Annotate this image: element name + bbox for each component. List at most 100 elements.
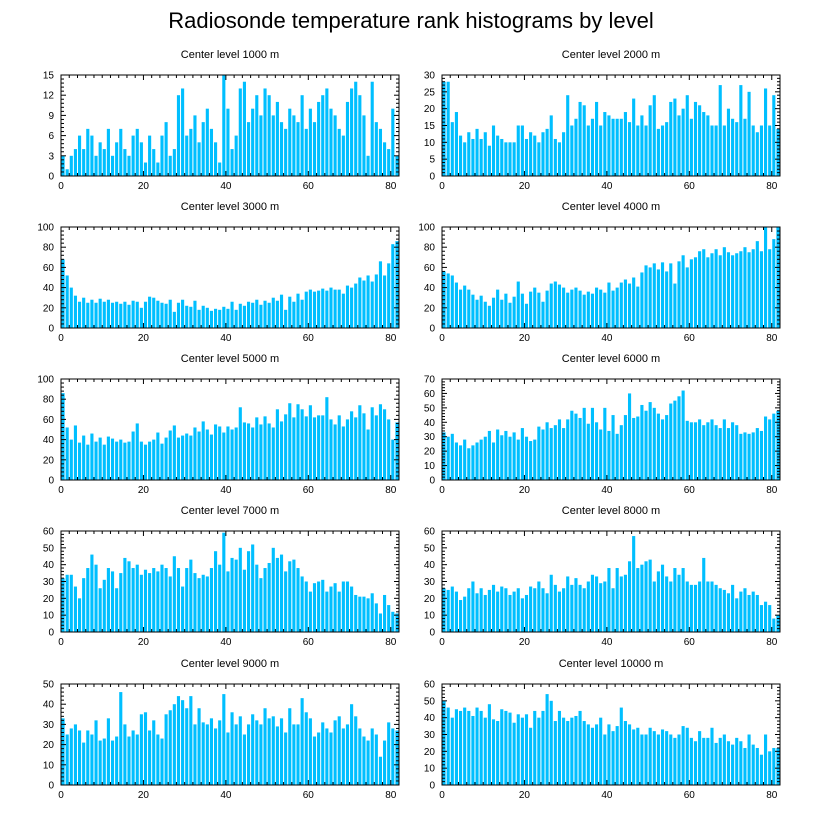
histogram-bar: [234, 427, 238, 480]
histogram-bar: [632, 536, 636, 632]
panel-title: Center level 4000 m: [562, 201, 660, 213]
histogram-bar: [374, 122, 378, 176]
histogram-bar: [164, 714, 168, 785]
histogram-bar: [383, 275, 387, 328]
histogram-bar: [755, 132, 759, 176]
y-tick-label: 20: [424, 594, 436, 605]
histogram-bar: [648, 402, 652, 480]
histogram-bar: [483, 717, 487, 785]
histogram-bar: [475, 707, 479, 785]
histogram-bar: [487, 430, 491, 480]
histogram-bar: [566, 721, 570, 785]
histogram-bar: [512, 722, 516, 785]
histogram-bar: [350, 704, 354, 785]
histogram-bar: [681, 568, 685, 632]
histogram-bar: [545, 128, 549, 176]
histogram-bar: [764, 227, 768, 328]
histogram-bar: [776, 227, 780, 328]
histogram-bar: [345, 285, 350, 328]
histogram-bar: [689, 422, 693, 480]
histogram-bar: [350, 411, 354, 480]
histogram-bar: [706, 422, 710, 480]
histogram-bar: [288, 108, 292, 176]
histogram-bar: [242, 81, 246, 176]
histogram-bar: [263, 300, 267, 328]
histogram-bar: [300, 95, 304, 176]
chart-main-title: Radiosonde temperature rank histograms b…: [168, 8, 654, 33]
histogram-bar: [189, 559, 193, 632]
histogram-bar: [259, 424, 263, 480]
histogram-bar: [354, 417, 358, 480]
histogram-bar: [181, 88, 185, 176]
histogram-bar: [102, 444, 106, 480]
histogram-bar: [218, 162, 222, 176]
histogram-bar: [90, 433, 94, 480]
histogram-bar: [611, 290, 615, 328]
histogram-bar: [698, 105, 702, 176]
histogram-bar: [123, 557, 127, 632]
histogram-bar: [135, 564, 139, 632]
histogram-bar: [677, 734, 681, 785]
histogram-bar: [341, 293, 345, 328]
histogram-bar: [135, 301, 139, 328]
histogram-bar: [73, 295, 77, 328]
histogram-bar: [710, 419, 714, 480]
histogram-bar: [230, 557, 234, 632]
histogram-bar: [333, 289, 337, 328]
histogram-bar: [714, 742, 718, 785]
histogram-bar: [677, 574, 681, 632]
histogram-bar: [152, 720, 156, 785]
histogram-bar: [333, 720, 337, 785]
histogram-bar: [702, 557, 706, 632]
histogram-bar: [524, 138, 529, 176]
histogram-bar: [321, 579, 325, 632]
y-tick-label: 20: [424, 303, 436, 314]
histogram-bar: [450, 586, 454, 632]
histogram-bar: [238, 716, 242, 785]
histogram-bar: [726, 741, 731, 785]
x-tick-label: 20: [519, 637, 531, 648]
histogram-bar: [292, 301, 296, 328]
histogram-bar: [164, 303, 168, 328]
histogram-bar: [395, 241, 399, 328]
histogram-bar: [537, 142, 541, 176]
histogram-bar: [325, 728, 329, 785]
histogram-bar: [94, 155, 98, 176]
x-tick-label: 0: [58, 485, 64, 496]
histogram-bar: [557, 284, 562, 328]
histogram-bar: [524, 303, 529, 328]
histogram-bar: [623, 279, 627, 328]
y-tick-label: 40: [424, 560, 436, 571]
x-tick-label: 0: [439, 790, 445, 801]
x-tick-label: 0: [439, 485, 445, 496]
y-tick-label: 30: [424, 730, 436, 741]
histogram-bar: [623, 415, 627, 480]
histogram-bar: [218, 309, 222, 328]
histogram-bar: [483, 436, 487, 480]
histogram-bar: [487, 305, 491, 328]
histogram-bar: [553, 721, 557, 785]
histogram-bar: [242, 422, 246, 480]
histogram-bar: [383, 594, 387, 632]
plot-frame: [60, 683, 400, 786]
histogram-bar: [772, 239, 776, 328]
histogram-bar: [446, 707, 450, 785]
histogram-bar: [378, 404, 383, 480]
histogram-bar: [578, 417, 582, 480]
histogram-bar: [131, 568, 135, 632]
histogram-bar: [242, 305, 246, 328]
histogram-bar: [541, 588, 545, 632]
histogram-bar: [65, 574, 69, 632]
histogram-bar: [735, 425, 739, 480]
plot-frame: [60, 74, 400, 177]
histogram-bar: [500, 299, 504, 328]
histogram-bar: [143, 301, 148, 328]
histogram-bar: [677, 115, 681, 176]
histogram-bar: [491, 719, 496, 785]
y-tick-label: 30: [43, 720, 55, 731]
y-tick-label: 60: [43, 263, 55, 274]
histogram-bar: [308, 591, 312, 632]
histogram-bar: [90, 299, 94, 328]
histogram-bar: [197, 309, 201, 328]
histogram-bar: [358, 728, 362, 785]
